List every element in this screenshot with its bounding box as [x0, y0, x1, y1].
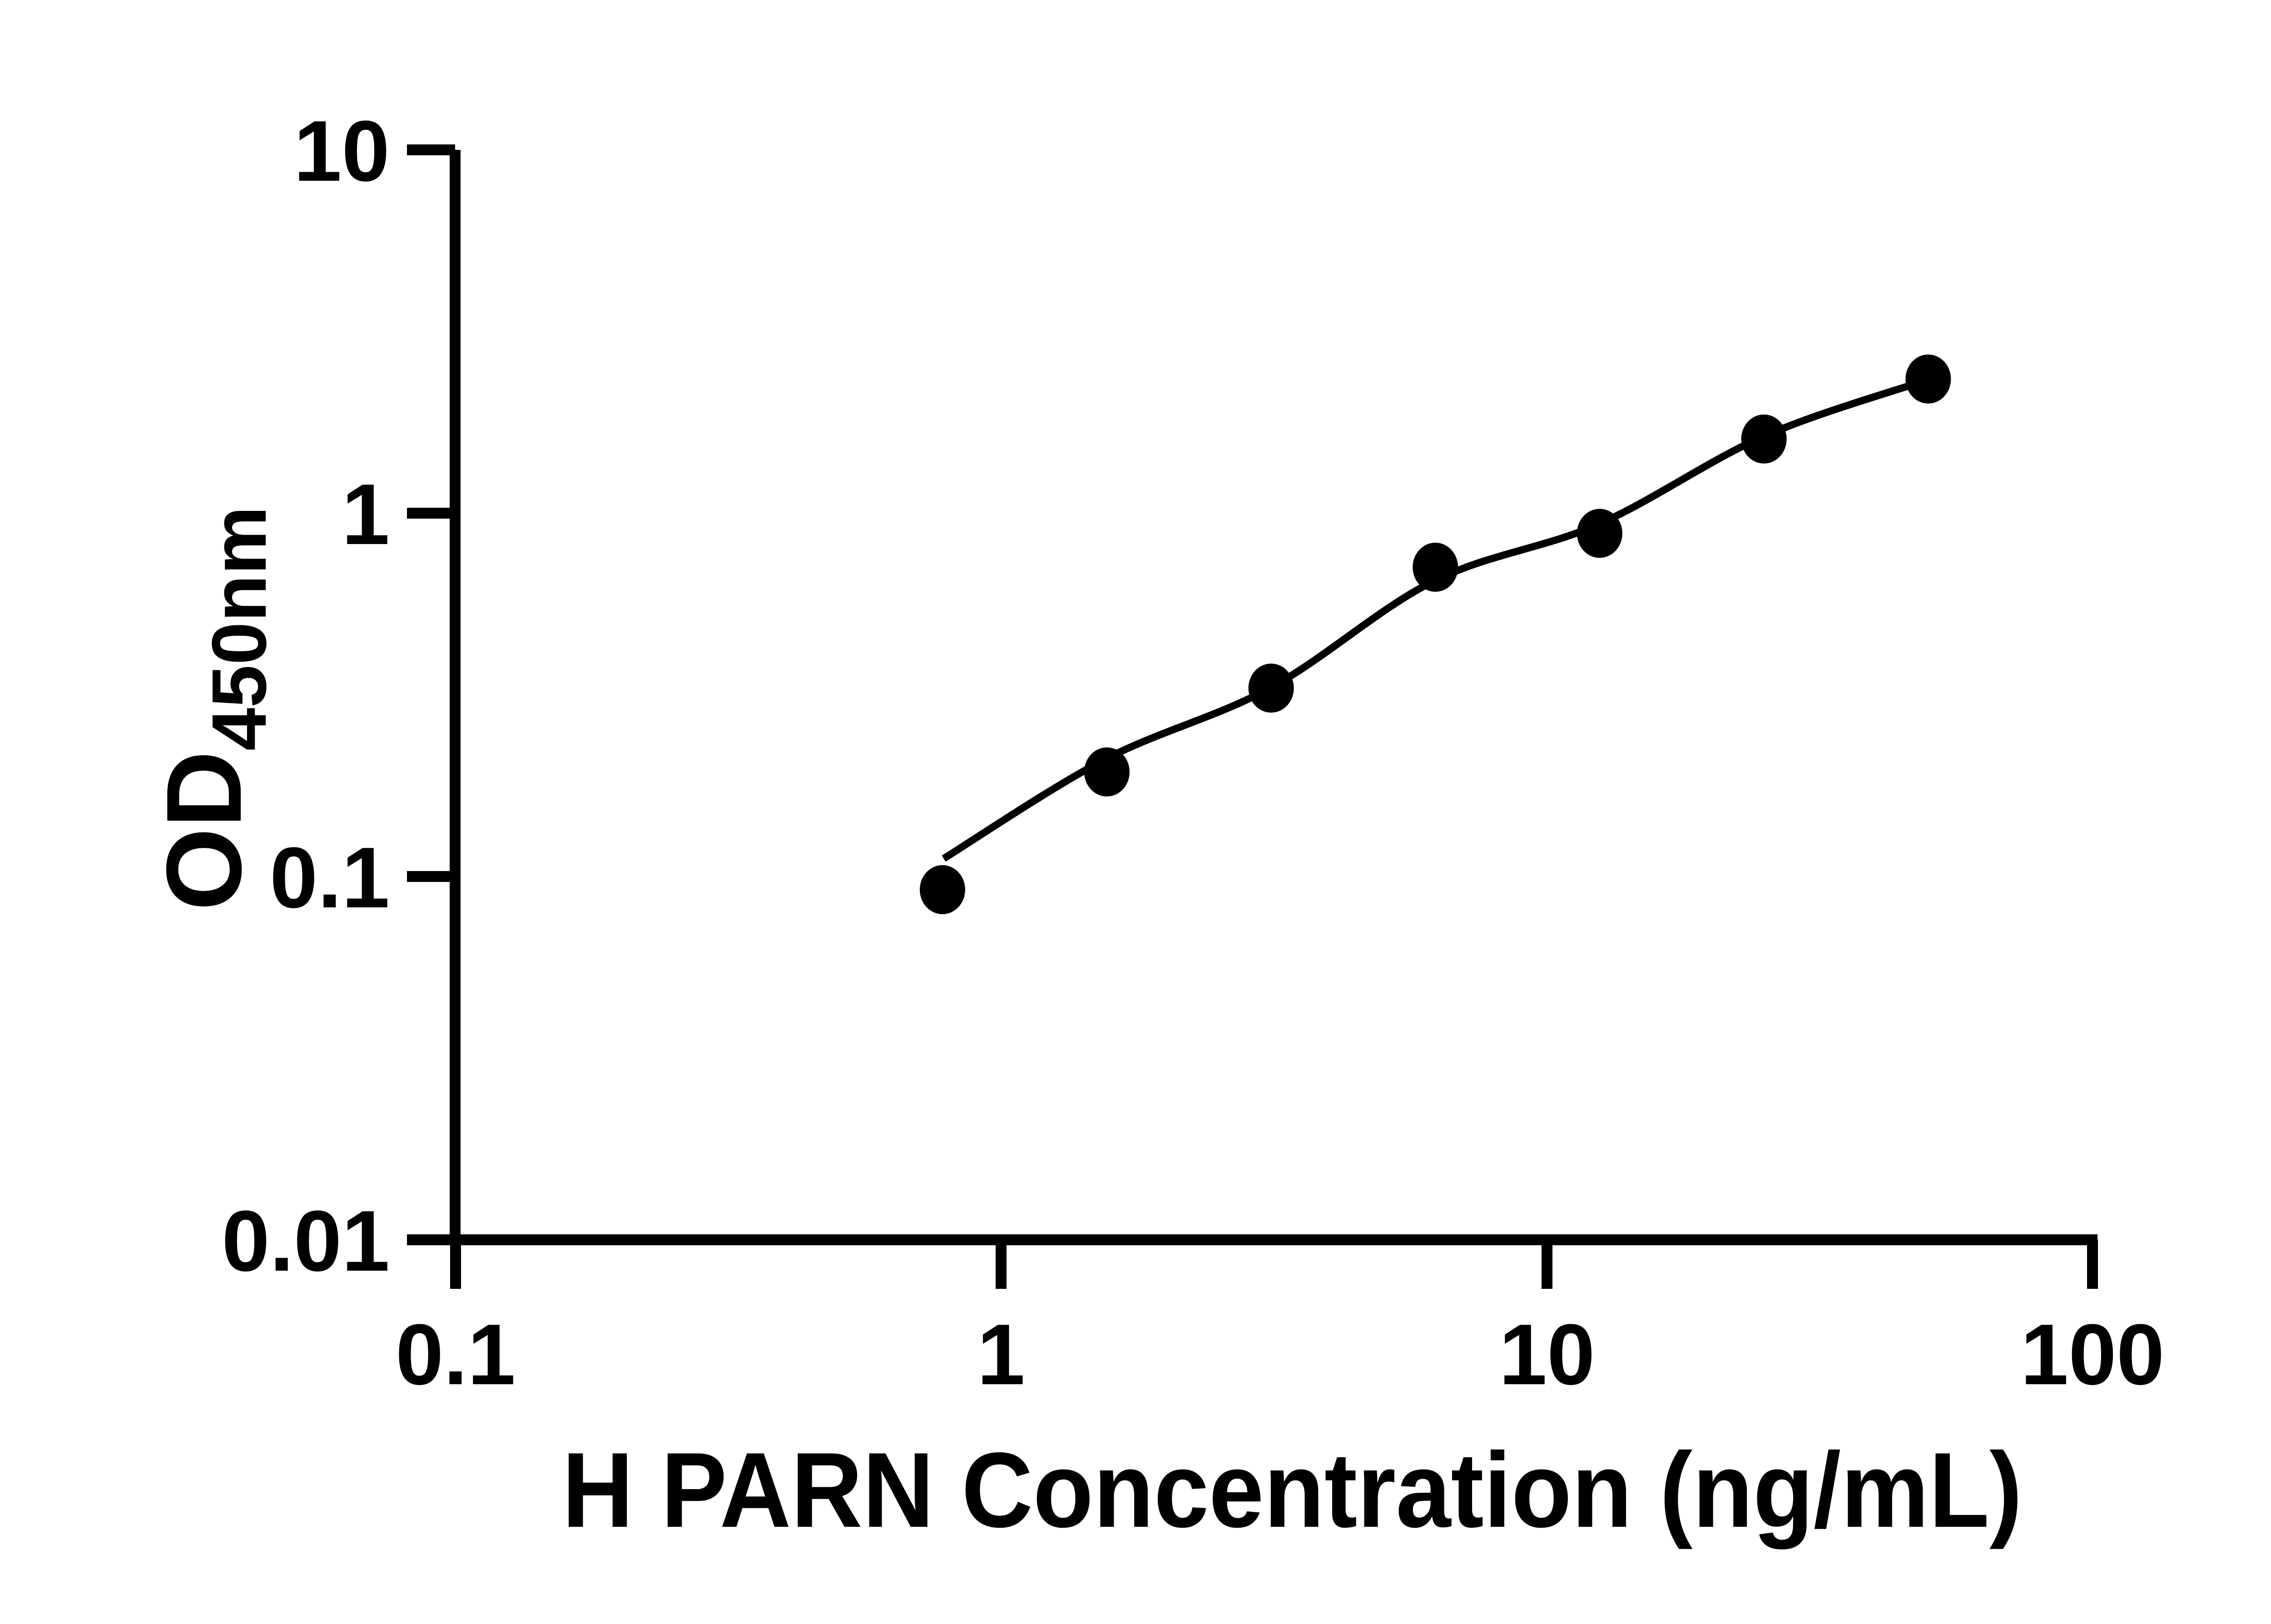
y-axis-title: OD450nm — [144, 506, 283, 911]
data-point — [1905, 354, 1951, 404]
x-axis-tick-label: 100 — [2020, 1307, 2164, 1403]
data-point — [1577, 509, 1622, 558]
labels-layer: H PARN Concentration (ng/mL) OD450nm — [144, 506, 2023, 1550]
y-axis-title-subscript: 450nm — [196, 506, 283, 751]
x-axis-tick-label: 0.1 — [396, 1307, 516, 1403]
x-axis-title: H PARN Concentration (ng/mL) — [562, 1430, 2023, 1550]
points-layer — [920, 354, 1951, 914]
y-axis-tick-label: 0.1 — [270, 830, 390, 926]
x-axis-tick-label: 1 — [977, 1307, 1025, 1403]
data-point — [920, 865, 965, 914]
data-point — [1413, 543, 1458, 592]
y-axis-tick-label: 0.01 — [222, 1193, 390, 1289]
y-axis-title-main: OD — [144, 751, 263, 911]
data-point — [1741, 414, 1787, 464]
y-axis-tick-label: 1 — [342, 466, 390, 563]
y-axis-tick-label: 10 — [294, 103, 390, 199]
data-point — [1084, 747, 1130, 797]
x-axis-tick-label: 10 — [1499, 1307, 1595, 1403]
data-point — [1248, 663, 1294, 713]
